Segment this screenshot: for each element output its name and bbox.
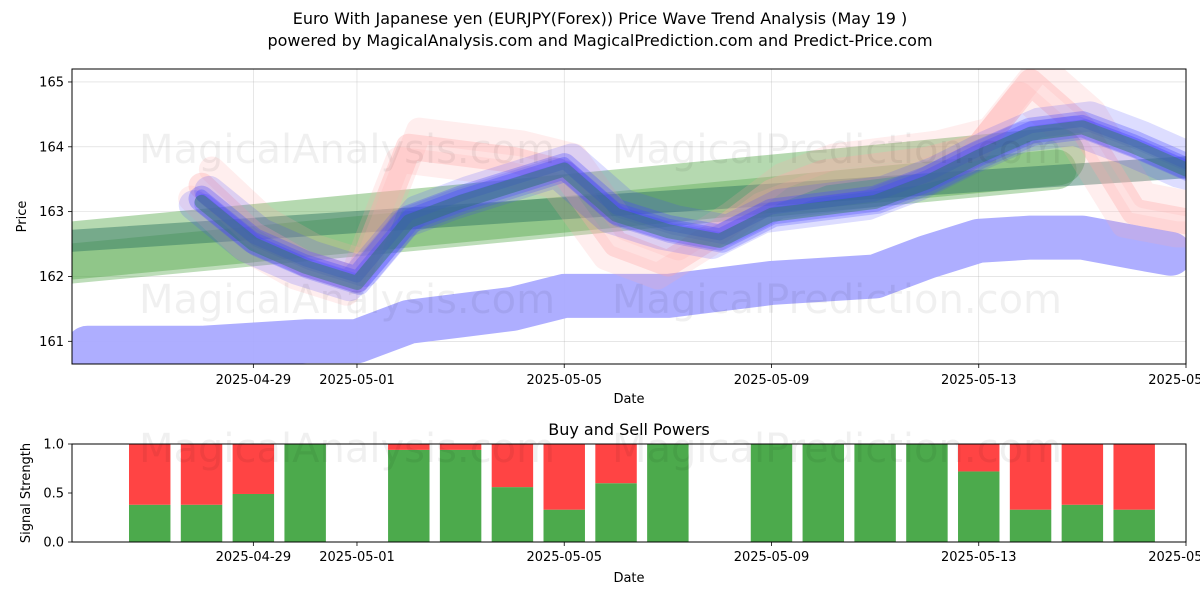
bar-buy bbox=[595, 483, 637, 542]
watermark-text: MagicalPrediction.com bbox=[612, 426, 1062, 472]
series-line-blue-wave bbox=[178, 115, 1186, 302]
bar-buy bbox=[128, 504, 171, 542]
watermark-text: MagicalAnalysis.com bbox=[139, 277, 555, 323]
series-line-red-wave bbox=[178, 81, 1186, 306]
bar-buy bbox=[854, 444, 896, 542]
series-line-red-wave bbox=[198, 69, 1186, 277]
bottom-x-tick-label: 2025-05-17 bbox=[1148, 550, 1200, 565]
bar-buy bbox=[647, 444, 689, 542]
top-x-tick-label: 2025-04-29 bbox=[216, 373, 292, 388]
bar-sell bbox=[128, 444, 171, 505]
bottom-x-tick-label: 2025-05-09 bbox=[734, 550, 810, 565]
bar-buy bbox=[439, 449, 482, 542]
bar-buy bbox=[906, 444, 948, 542]
bottom-y-tick-label: 0.5 bbox=[43, 487, 64, 502]
top-y-tick-label: 163 bbox=[39, 205, 64, 220]
bar-buy bbox=[750, 444, 793, 542]
watermark-text: MagicalPrediction.com bbox=[612, 127, 1062, 173]
bar-buy bbox=[491, 487, 534, 542]
bar-buy bbox=[1009, 509, 1052, 542]
bottom-x-tick-label: 2025-05-05 bbox=[526, 550, 602, 565]
top-x-tick-label: 2025-05-01 bbox=[319, 373, 395, 388]
series-line-blue-wave bbox=[194, 101, 1186, 287]
chart-subtitle: powered by MagicalAnalysis.com and Magic… bbox=[267, 31, 933, 50]
series-line-blue-wave bbox=[194, 119, 1186, 295]
series-line-blue-wave bbox=[188, 111, 1186, 293]
watermark-text: MagicalAnalysis.com bbox=[139, 426, 555, 472]
series-line-lower-band bbox=[72, 215, 1186, 364]
top-y-tick-label: 162 bbox=[39, 270, 64, 285]
bottom-plot-frame bbox=[71, 443, 1187, 543]
series-line-long-trend-teal bbox=[72, 156, 1186, 252]
chart-title: Euro With Japanese yen (EURJPY(Forex)) P… bbox=[292, 9, 908, 28]
bar-sell bbox=[1061, 444, 1104, 505]
bottom-chart-title: Buy and Sell Powers bbox=[548, 420, 710, 439]
bar-sell bbox=[543, 444, 585, 510]
bar-buy bbox=[180, 504, 223, 542]
bar-sell bbox=[388, 444, 430, 450]
bottom-x-tick-label: 2025-05-01 bbox=[319, 550, 395, 565]
watermark-text: MagicalPrediction.com bbox=[612, 277, 1062, 323]
bar-buy bbox=[284, 444, 326, 542]
bottom-x-axis-label: Date bbox=[613, 571, 644, 586]
bar-buy bbox=[543, 509, 585, 542]
top-x-tick-label: 2025-05-05 bbox=[526, 373, 602, 388]
chart-title-block: Euro With Japanese yen (EURJPY(Forex)) P… bbox=[0, 8, 1200, 52]
bar-sell bbox=[595, 444, 637, 484]
series-line-long-trend-green bbox=[72, 149, 1077, 284]
bar-sell bbox=[180, 444, 223, 505]
bar-buy bbox=[958, 471, 1000, 542]
bar-buy bbox=[802, 444, 845, 542]
bar-buy bbox=[388, 449, 430, 542]
bar-sell bbox=[491, 444, 534, 488]
top-y-tick-label: 164 bbox=[39, 140, 64, 155]
top-x-tick-label: 2025-05-13 bbox=[941, 373, 1017, 388]
series-line-long-trend-green bbox=[72, 127, 1086, 280]
bottom-x-tick-label: 2025-04-29 bbox=[216, 550, 292, 565]
series-line-red-wave bbox=[188, 69, 1186, 293]
top-x-tick-label: 2025-05-17 bbox=[1148, 373, 1200, 388]
bar-sell bbox=[1113, 444, 1155, 510]
bar-buy bbox=[1113, 509, 1155, 542]
top-x-axis-label: Date bbox=[613, 392, 644, 407]
top-y-tick-label: 161 bbox=[39, 335, 64, 350]
bar-sell bbox=[958, 444, 1000, 472]
bar-buy bbox=[1061, 504, 1104, 542]
top-x-tick-label: 2025-05-09 bbox=[734, 373, 810, 388]
bar-sell bbox=[1009, 444, 1052, 510]
watermark-text: MagicalAnalysis.com bbox=[139, 127, 555, 173]
bar-sell bbox=[232, 444, 275, 494]
bar-buy bbox=[232, 493, 275, 542]
series-line-green-wave bbox=[194, 120, 1186, 290]
top-y-tick-label: 165 bbox=[39, 75, 64, 90]
bottom-y-tick-label: 1.0 bbox=[43, 438, 64, 453]
series-line-blue-wave bbox=[195, 114, 1186, 283]
bottom-x-tick-label: 2025-05-13 bbox=[941, 550, 1017, 565]
bottom-y-axis-label: Signal Strength bbox=[19, 443, 34, 543]
top-plot-frame bbox=[71, 68, 1187, 365]
top-y-axis-label: Price bbox=[15, 201, 30, 233]
bottom-y-tick-label: 0.0 bbox=[43, 536, 64, 551]
bar-sell bbox=[439, 444, 482, 450]
